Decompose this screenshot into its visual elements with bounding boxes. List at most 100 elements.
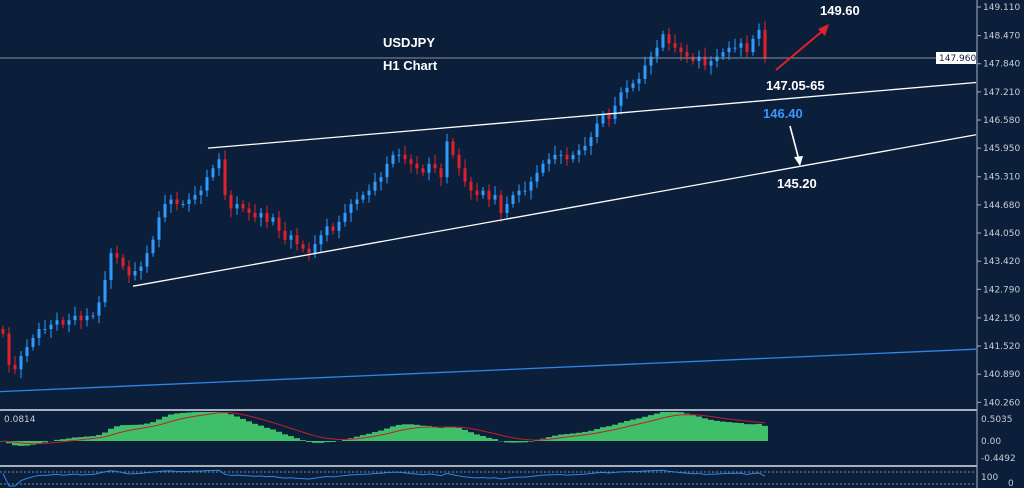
histogram-bar — [222, 412, 228, 441]
candle — [193, 186, 197, 205]
candle — [613, 96, 617, 125]
histogram-bar — [714, 420, 720, 441]
annotation-target-down: 145.20 — [777, 176, 817, 191]
histogram-bar — [66, 438, 72, 441]
histogram-bar — [180, 412, 186, 441]
histogram-bar — [504, 441, 510, 443]
candle — [529, 176, 533, 200]
candle — [685, 44, 689, 63]
histogram-bar — [564, 434, 570, 441]
histogram-bar — [174, 413, 180, 441]
candle — [37, 322, 41, 346]
histogram-bar — [732, 422, 738, 441]
histogram-bar — [276, 431, 282, 441]
candle — [175, 191, 179, 211]
candle — [553, 145, 557, 165]
candle — [253, 203, 257, 223]
candle — [661, 30, 665, 52]
long-term-support-line[interactable] — [0, 348, 977, 393]
histogram-bar — [456, 427, 462, 441]
candle — [361, 191, 365, 204]
histogram-bar — [228, 414, 234, 441]
candle — [61, 316, 65, 329]
osc-tick: -0.4492 — [981, 454, 1016, 464]
candle — [205, 169, 209, 197]
candle — [745, 35, 749, 59]
candle — [115, 245, 119, 264]
price-tick-label: 143.420 — [983, 257, 1020, 267]
upper-channel-line[interactable] — [207, 81, 977, 149]
histogram-bar — [516, 441, 522, 443]
candle — [421, 164, 425, 177]
histogram-bar — [72, 437, 78, 441]
candle — [523, 181, 527, 196]
histogram-bar — [30, 441, 36, 445]
candle — [187, 193, 191, 212]
candle — [433, 154, 437, 174]
histogram-bar — [234, 416, 240, 441]
histogram-bar — [600, 427, 606, 441]
candle — [271, 213, 275, 226]
price-tick-label: 142.150 — [983, 314, 1020, 324]
histogram-bar — [474, 434, 480, 441]
annotation-level-blue: 146.40 — [763, 106, 803, 121]
histogram-bar — [264, 427, 270, 441]
candle — [391, 151, 395, 168]
histogram-bar — [612, 424, 618, 441]
histogram-bar — [690, 415, 696, 441]
histogram-bar — [762, 425, 768, 441]
candle — [247, 202, 251, 221]
lower-channel-line[interactable] — [132, 134, 977, 287]
histogram-bar — [672, 412, 678, 441]
chart-title: USDJPY — [383, 35, 435, 50]
histogram-bar — [402, 424, 408, 441]
candle — [505, 196, 509, 220]
candle — [169, 194, 173, 213]
candle — [637, 72, 641, 91]
candle — [145, 245, 149, 273]
histogram-bar — [636, 418, 642, 441]
candle — [259, 208, 263, 227]
candle — [79, 310, 83, 330]
candle — [757, 23, 761, 47]
candle — [163, 195, 167, 223]
candle — [313, 235, 317, 259]
histogram-bar — [396, 424, 402, 441]
histogram-bar — [696, 416, 702, 441]
candle — [703, 47, 707, 71]
histogram-bar — [378, 430, 384, 441]
candle — [1, 325, 5, 338]
histogram-bar — [534, 440, 540, 441]
histogram-bar — [36, 441, 42, 444]
candle — [709, 56, 713, 75]
histogram-bar — [324, 441, 330, 443]
histogram-bar — [594, 429, 600, 441]
candle — [7, 327, 11, 373]
candle — [235, 196, 239, 215]
annotation-target-up: 149.60 — [820, 3, 860, 18]
histogram-bar — [426, 425, 432, 441]
histogram-bar — [606, 426, 612, 441]
candle — [727, 41, 731, 60]
price-tick-label: 148.470 — [983, 32, 1020, 42]
histogram-bar — [120, 425, 126, 441]
histogram-bar — [246, 421, 252, 441]
candle — [763, 20, 767, 64]
histogram-bar — [744, 424, 750, 441]
histogram-bar — [720, 421, 726, 441]
price-tick-label: 140.260 — [983, 398, 1020, 408]
candle — [139, 261, 143, 280]
histogram-bar — [492, 439, 498, 441]
rsi-tick: 100 — [981, 473, 998, 483]
candle — [493, 186, 497, 205]
histogram-bar — [708, 419, 714, 441]
candle — [217, 153, 221, 176]
candle — [403, 145, 407, 165]
histogram-bar — [576, 432, 582, 441]
candle — [439, 163, 443, 187]
candle — [13, 355, 17, 375]
candle — [25, 339, 29, 363]
histogram-bar — [684, 413, 690, 441]
